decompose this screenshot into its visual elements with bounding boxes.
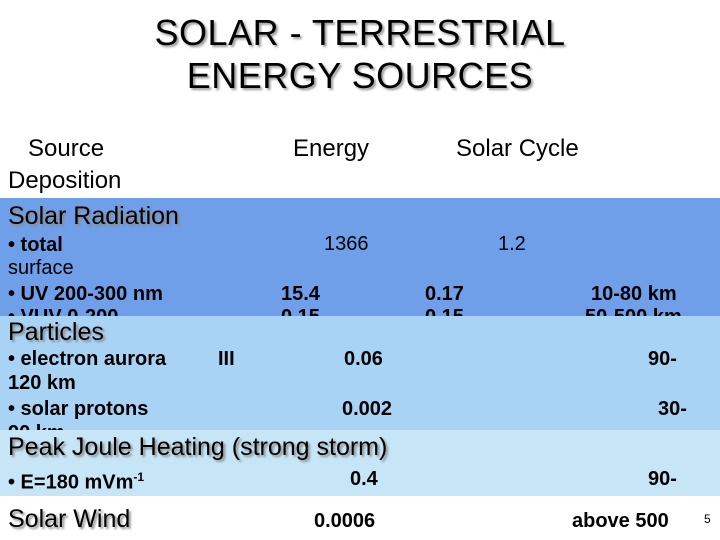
particles-protons-energy: 0.002 <box>342 398 393 420</box>
particles-protons-label: • solar protons <box>8 398 149 420</box>
header-energy: Energy <box>293 135 370 162</box>
slide-title-line-1: SOLAR - TERRESTRIAL <box>154 12 566 53</box>
particles-heading: Particles <box>8 318 104 346</box>
radiation-uv-cycle: 0.17 <box>425 283 464 305</box>
particles-electron-label-cont: 120 km <box>8 372 76 394</box>
joule-field-label: • E=180 mVm-1 <box>8 466 144 494</box>
solar-radiation-heading: Solar Radiation <box>8 202 179 230</box>
radiation-vuv-label: • VUV 0-200 <box>8 306 119 317</box>
header-source: Source <box>28 135 105 162</box>
joule-field-energy: 0.4 <box>350 468 378 490</box>
joule-field-label-text: • E=180 mVm <box>8 471 134 494</box>
solar-wind-energy: 0.0006 <box>314 510 376 532</box>
radiation-total-label: • total <box>8 234 63 256</box>
particles-electron-extra: III <box>218 348 235 370</box>
joule-heating-heading: Peak Joule Heating (strong storm) <box>8 433 388 461</box>
radiation-total-energy: 1366 <box>324 233 369 255</box>
solar-wind-section: Solar Wind 0.0006 above 500 <box>0 496 720 540</box>
joule-field-deposition: 90- <box>648 468 677 490</box>
radiation-total-cycle: 1.2 <box>498 233 526 255</box>
joule-heating-section: Peak Joule Heating (strong storm) • E=18… <box>0 430 720 496</box>
joule-field-label-exponent: -1 <box>133 470 145 484</box>
radiation-uv-label: • UV 200-300 nm <box>8 283 163 305</box>
solar-wind-deposition: above 500 <box>572 510 669 532</box>
page-number: 5 <box>704 512 711 526</box>
particles-electron-deposition: 90- <box>648 348 677 370</box>
radiation-uv-energy: 15.4 <box>281 283 320 305</box>
particles-electron-label: • electron aurora <box>8 348 167 370</box>
radiation-uv-deposition: 10-80 km <box>591 283 677 305</box>
header-solar-cycle: Solar Cycle <box>456 135 579 162</box>
solar-radiation-section: Solar Radiation • total surface 1366 1.2… <box>0 198 720 317</box>
radiation-vuv-energy: 0.15 <box>281 306 320 317</box>
solar-wind-heading: Solar Wind <box>8 505 131 533</box>
particles-electron-energy: 0.06 <box>344 348 383 370</box>
radiation-total-label-cont: surface <box>8 257 74 279</box>
header-deposition: Deposition <box>8 167 122 194</box>
particles-section: Particles • electron aurora III 120 km 0… <box>0 316 720 430</box>
radiation-vuv-cycle: 0.15 <box>425 306 464 317</box>
particles-protons-deposition: 30- <box>658 398 687 420</box>
slide-title-line-2: ENERGY SOURCES <box>186 55 534 96</box>
radiation-vuv-deposition: 50-500 km <box>585 306 682 317</box>
particles-protons-label-cont: 90 km <box>8 422 65 430</box>
